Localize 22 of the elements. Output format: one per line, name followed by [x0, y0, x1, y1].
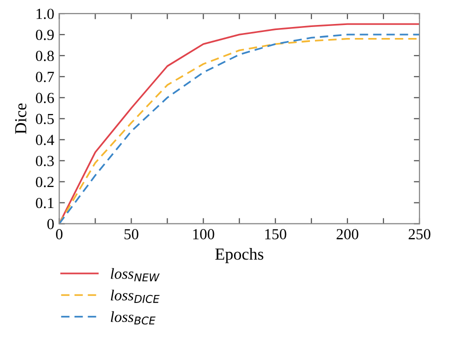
- x-tick-label: 200: [336, 229, 358, 240]
- x-tick-label: 50: [124, 229, 138, 240]
- legend-label: loss$_{DICE}$: [110, 290, 160, 303]
- y-tick-label: 0.7: [36, 72, 54, 82]
- x-tick-label: 250: [408, 229, 430, 240]
- y-tick-label: 0: [47, 218, 54, 230]
- y-axis-title: Dice: [15, 103, 26, 134]
- y-tick-label: 0.5: [36, 114, 54, 124]
- y-tick-label: 0.4: [36, 134, 54, 146]
- y-tick-label: 0.2: [36, 176, 54, 188]
- y-tick-label: 0.3: [36, 156, 54, 166]
- x-tick-label: 100: [193, 229, 214, 240]
- x-tick-label: 150: [265, 229, 286, 240]
- y-tick-label: 0.8: [36, 50, 54, 62]
- y-tick-label: 0.6: [36, 92, 54, 104]
- x-tick-label: 0: [56, 229, 62, 240]
- y-tick-label: 1.0: [36, 8, 54, 20]
- x-axis-title: Epochs: [215, 248, 264, 264]
- y-tick-label: 0.1: [36, 198, 54, 208]
- legend-label: loss$_{NEW}$: [110, 268, 160, 282]
- legend-label: loss$_{BCE}$: [110, 311, 156, 325]
- y-tick-label: 0.9: [36, 30, 54, 40]
